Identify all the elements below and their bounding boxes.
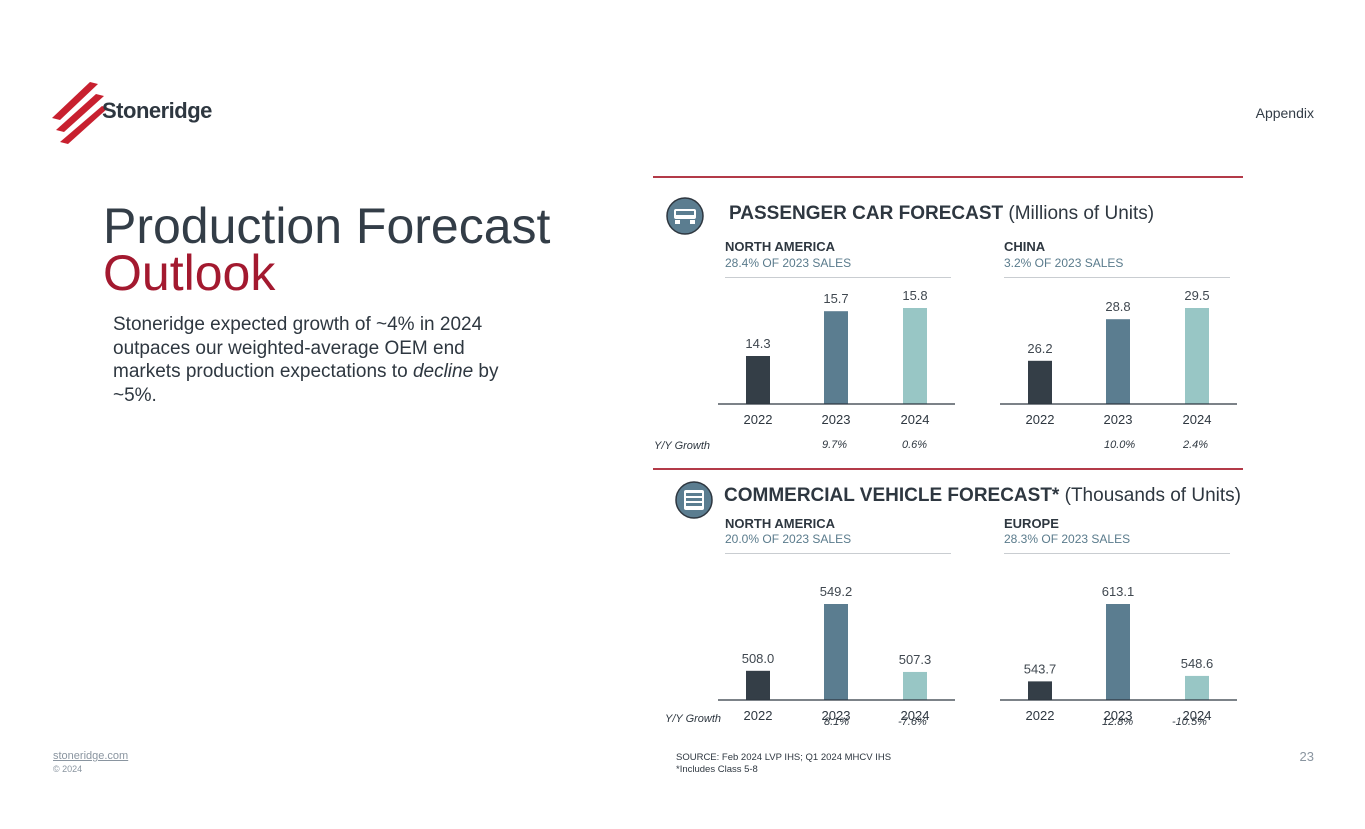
bar-2023 [824,311,848,404]
growth-label: Y/Y Growth [665,713,722,725]
source-note: SOURCE: Feb 2024 LVP IHS; Q1 2024 MHCV I… [676,752,891,776]
chart-region-title: NORTH AMERICA [725,239,836,254]
x-tick-label: 2024 [901,708,930,723]
x-tick-label: 2024 [1183,708,1212,723]
summary-text: Stoneridge expected growth of ~4% in 202… [113,313,513,407]
x-tick-label: 2022 [1026,412,1055,427]
bar-2023 [824,604,848,700]
stoneridge-logo: Stoneridge [50,80,212,150]
summary-part2: by ~5%. [113,361,499,406]
chart-divider [1004,277,1230,278]
bar-2024 [1185,308,1209,404]
chart-region-title: NORTH AMERICA [725,516,836,531]
x-tick-label: 2023 [822,708,851,723]
bar-chart-svg: 26.2 2022 28.8 2023 29.5 2024 [1000,288,1237,427]
page-number: 23 [1299,749,1314,764]
chart-region-title: CHINA [1004,239,1046,254]
chart-region-share: 3.2% OF 2023 SALES [1004,256,1124,270]
bar-2022 [746,356,770,404]
growth-value: 2.4% [1183,439,1209,451]
bar-value-label: 15.7 [823,291,848,306]
passenger-car-icon [665,196,705,236]
growth-value: 12.8% [1102,716,1134,728]
summary-part1: Stoneridge expected growth of ~4% in 202… [113,314,483,382]
bar-value-label: 28.8 [1105,299,1130,314]
chart-region-share: 20.0% OF 2023 SALES [725,532,852,546]
source-text: SOURCE: Feb 2024 LVP IHS; Q1 2024 MHCV I… [676,752,892,763]
passenger-unit: (Millions of Units) [1008,203,1155,224]
bar-2022 [1028,360,1052,404]
chart-region-share: 28.3% OF 2023 SALES [1004,532,1131,546]
logo-swoosh-icon [52,82,108,144]
logo-text: Stoneridge [102,98,212,123]
section-label: Appendix [1255,105,1314,121]
growth-label: Y/Y Growth [654,440,711,452]
bar-value-label: 29.5 [1184,288,1209,303]
x-tick-label: 2022 [1026,708,1055,723]
footnote-text: *Includes Class 5-8 [676,764,758,775]
growth-value: -7.6% [898,716,927,728]
bar-chart-svg: 543.7 2022 613.1 2023 548.6 2024 [1000,584,1237,723]
bar-value-label: 548.6 [1181,656,1214,671]
bar-2024 [1185,675,1209,700]
passenger-china-chart: 26.2 2022 28.8 2023 29.5 2024 [1000,280,1240,430]
commercial-section-title: COMMERCIAL VEHICLE FORECAST* (Thousands … [724,485,1241,507]
commercial-truck-icon [674,480,714,520]
bar-2024 [903,671,927,700]
bar-value-label: 508.0 [742,651,775,666]
commercial-unit: (Thousands of Units) [1064,485,1241,506]
passenger-north-america-chart: 14.3 2022 15.7 2023 15.8 2024 [718,280,958,430]
bar-chart-svg: 508.0 2022 549.2 2023 507.3 2024 [718,584,955,723]
bar-value-label: 14.3 [745,336,770,351]
x-tick-label: 2022 [744,708,773,723]
website-link[interactable]: stoneridge.com [53,750,129,762]
bar-2024 [903,308,927,404]
bar-value-label: 549.2 [820,584,853,599]
commercial-north-america-chart: 508.0 2022 549.2 2023 507.3 2024 [718,576,958,726]
bar-value-label: 613.1 [1102,584,1135,599]
x-tick-label: 2023 [822,412,851,427]
growth-value: 8.1% [824,716,850,728]
summary-emphasis: decline [412,361,474,382]
chart-divider [1004,553,1230,554]
bar-2023 [1106,319,1130,404]
bar-chart-svg: 14.3 2022 15.7 2023 15.8 2024 [718,288,955,427]
x-tick-label: 2024 [1183,412,1212,427]
x-tick-label: 2023 [1104,412,1133,427]
commercial-europe-chart: 543.7 2022 613.1 2023 548.6 2024 [1000,576,1240,726]
growth-value: 0.6% [902,439,928,451]
passenger-title: PASSENGER CAR FORECAST [729,203,1004,224]
bar-value-label: 543.7 [1024,661,1057,676]
passenger-section-title: PASSENGER CAR FORECAST (Millions of Unit… [729,203,1154,225]
bar-value-label: 26.2 [1027,341,1052,356]
growth-value: -10.5% [1172,716,1207,728]
bar-2023 [1106,604,1130,700]
x-tick-label: 2024 [901,412,930,427]
chart-divider [725,277,951,278]
page-subtitle: Outlook [103,245,276,301]
chart-divider [725,553,951,554]
growth-value: 10.0% [1104,439,1136,451]
bar-value-label: 507.3 [899,652,932,667]
chart-region-share: 28.4% OF 2023 SALES [725,256,852,270]
bar-value-label: 15.8 [902,288,927,303]
x-tick-label: 2022 [744,412,773,427]
page-title: Production Forecast [103,198,551,254]
commercial-title: COMMERCIAL VEHICLE FORECAST* [724,485,1060,506]
growth-value: 9.7% [822,439,848,451]
passenger-top-rule [653,176,1243,178]
commercial-top-rule [653,468,1243,470]
bar-2022 [1028,681,1052,700]
bar-2022 [746,670,770,700]
chart-region-title: EUROPE [1004,516,1059,531]
copyright: © 2024 [53,764,83,774]
x-tick-label: 2023 [1104,708,1133,723]
